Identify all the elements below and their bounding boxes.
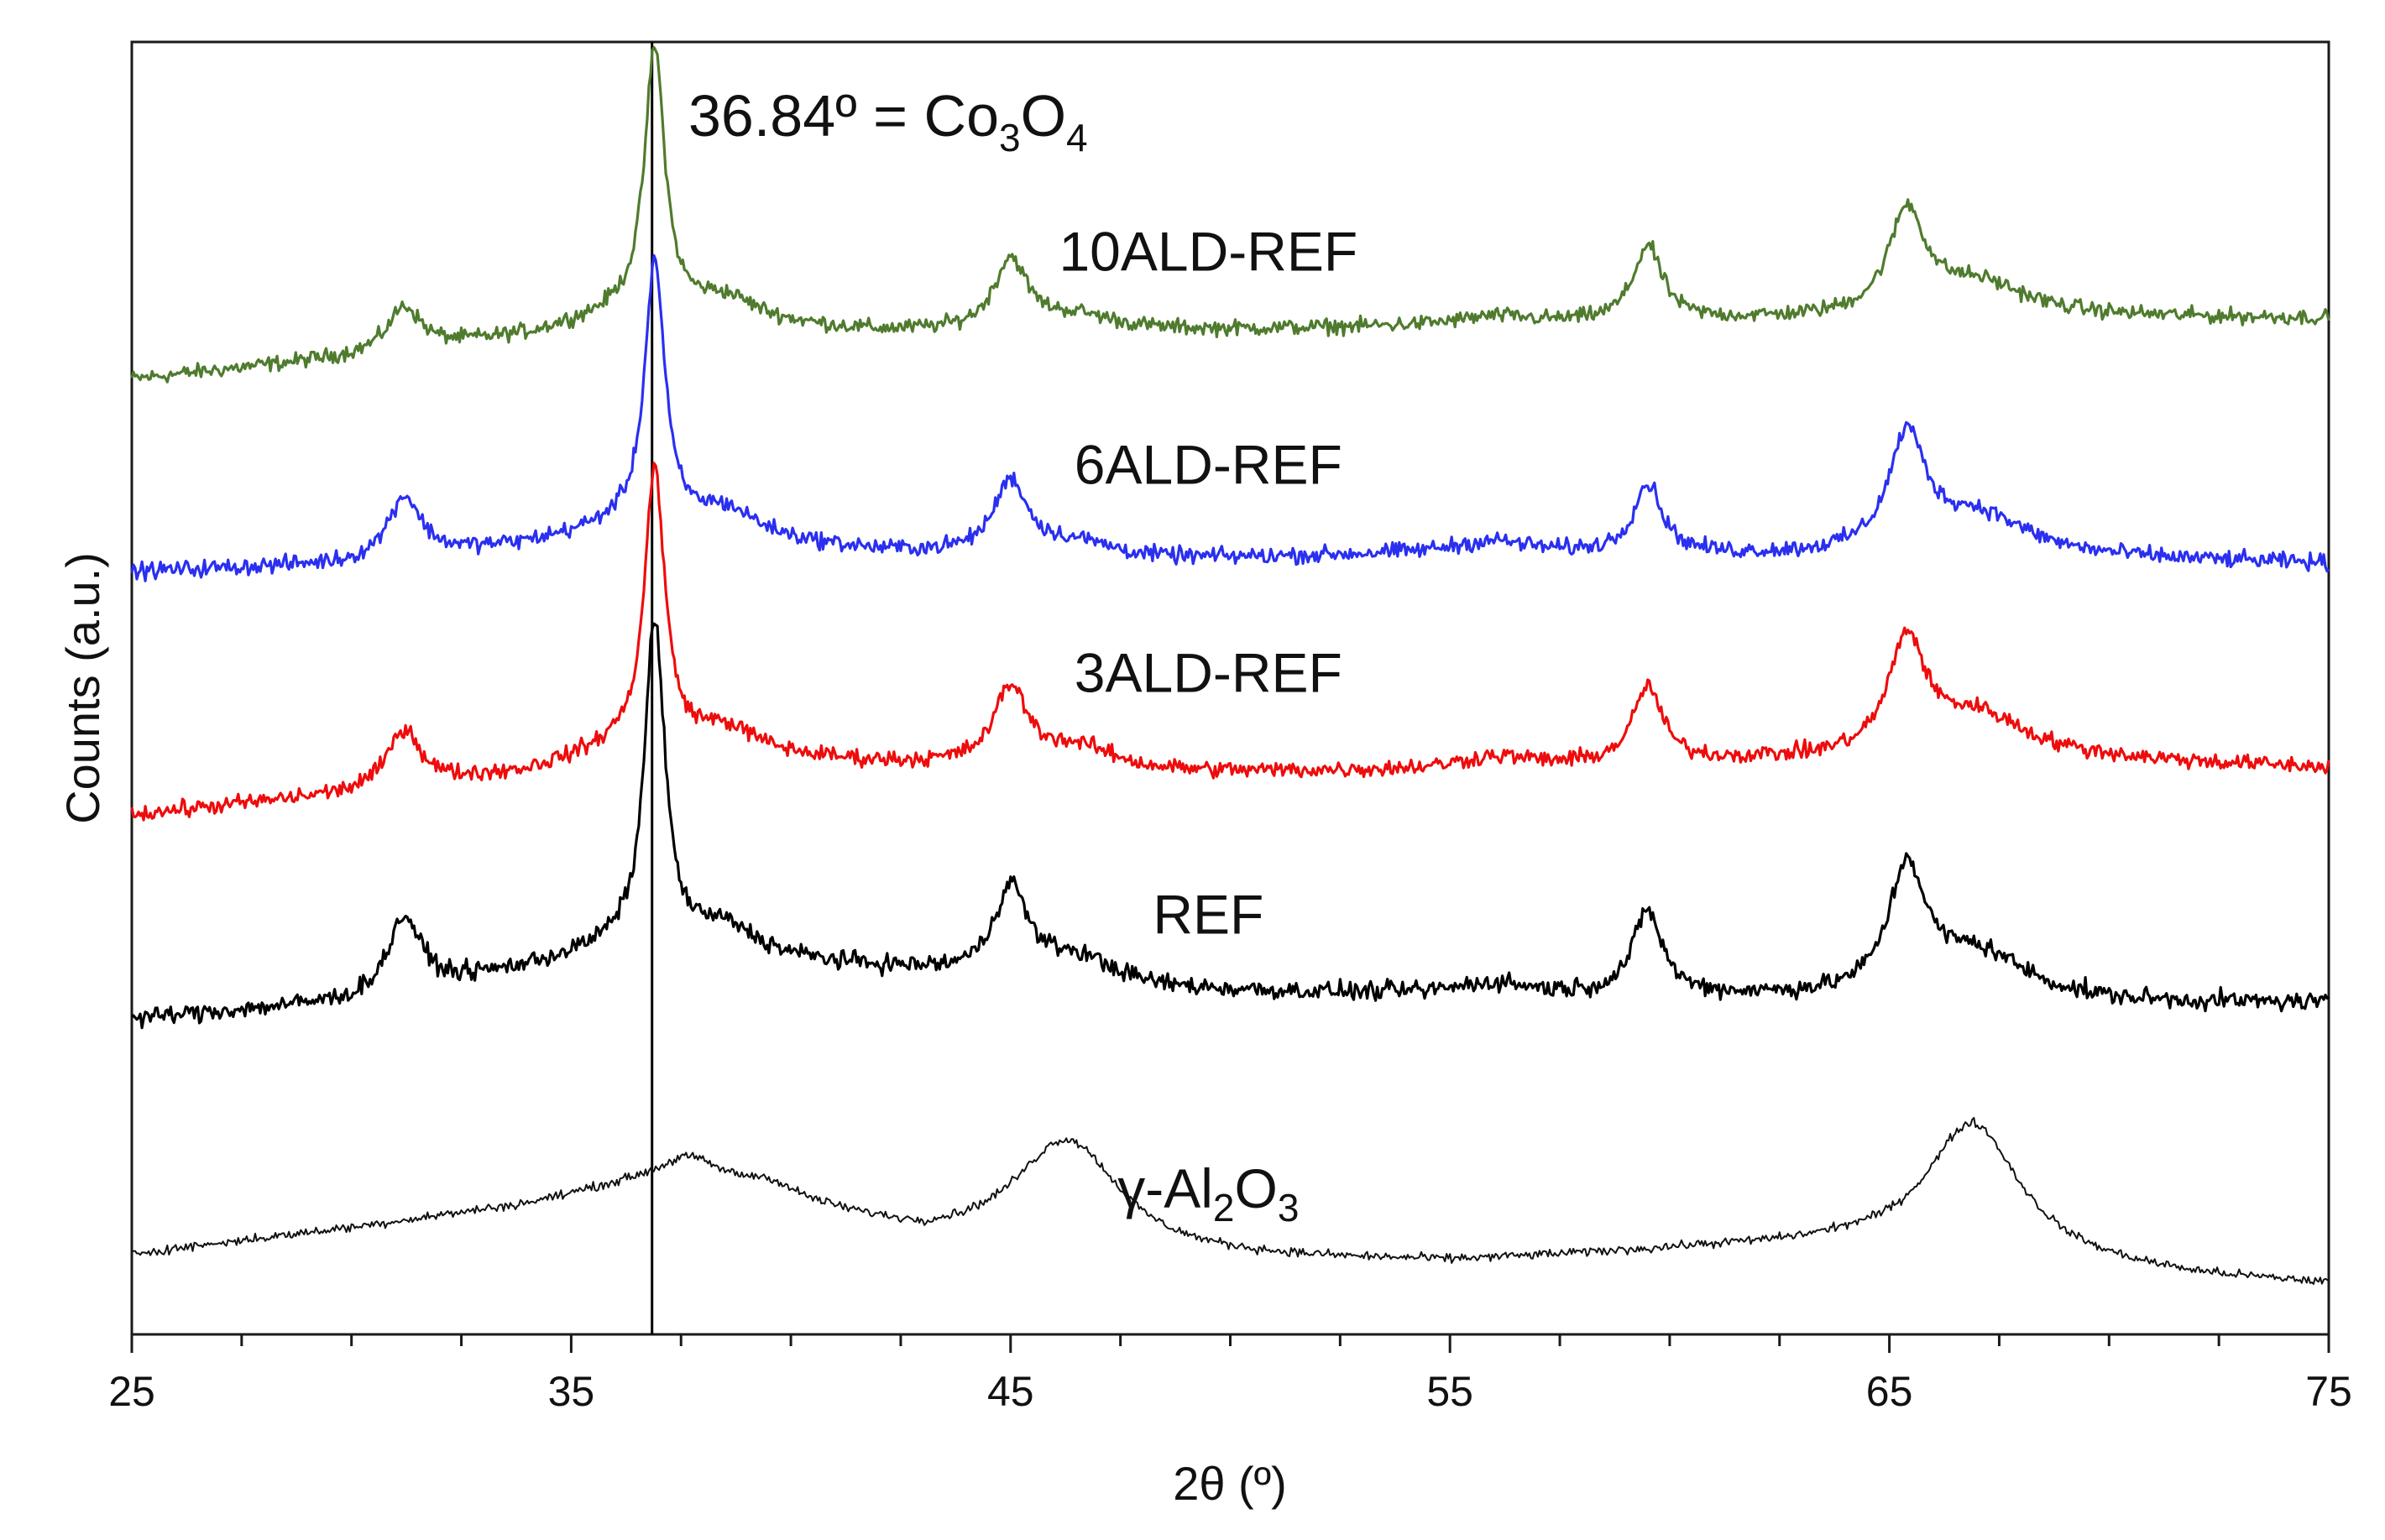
x-tick-label: 35 [548, 1368, 595, 1415]
series-label-part: 10ALD-REF [1059, 221, 1357, 283]
series-label-part: O [1234, 1157, 1277, 1219]
series-layer [130, 45, 2330, 1285]
series-label-part: 3ALD-REF [1075, 642, 1342, 704]
series-label: REF [1153, 884, 1263, 946]
series-label-part: γ-Al [1117, 1157, 1213, 1219]
series-label-part: 3 [1278, 1186, 1300, 1229]
annotation-subscript-3: 3 [999, 116, 1021, 159]
series-line [131, 1116, 2330, 1285]
y-axis-title: Counts (a.u.) [56, 552, 109, 824]
annotation-subscript-4: 4 [1066, 116, 1088, 159]
series-label-part: 2 [1213, 1186, 1235, 1229]
series-label: 10ALD-REF [1059, 221, 1357, 283]
series-label-part: 6ALD-REF [1075, 434, 1342, 496]
annotation-text-o: O [1021, 83, 1066, 149]
x-tick-label: 75 [2305, 1368, 2352, 1415]
series-line [130, 462, 2330, 822]
series-label: 3ALD-REF [1075, 642, 1342, 704]
x-tick-label: 55 [1426, 1368, 1473, 1415]
reference-annotation: 36.84º = Co3O4 [688, 83, 1088, 159]
series-label-part: REF [1153, 884, 1263, 946]
series-line [130, 253, 2330, 582]
x-axis-tick-labels: 25 35 45 55 65 75 [108, 1368, 2352, 1415]
annotation-text: 36.84º = Co [688, 83, 999, 149]
x-tick-label: 25 [108, 1368, 155, 1415]
x-axis-ticks [130, 1334, 2330, 1353]
series-line [130, 45, 2330, 384]
x-tick-label: 45 [987, 1368, 1034, 1415]
x-tick-label: 65 [1866, 1368, 1913, 1415]
x-axis-title: 2θ (º) [1173, 1457, 1287, 1510]
series-labels: 10ALD-REF 6ALD-REF 3ALD-REF REF γ-Al2O3 [1059, 221, 1357, 1229]
series-label: 6ALD-REF [1075, 434, 1342, 496]
series-label: γ-Al2O3 [1117, 1157, 1299, 1229]
series-line [130, 622, 2330, 1030]
